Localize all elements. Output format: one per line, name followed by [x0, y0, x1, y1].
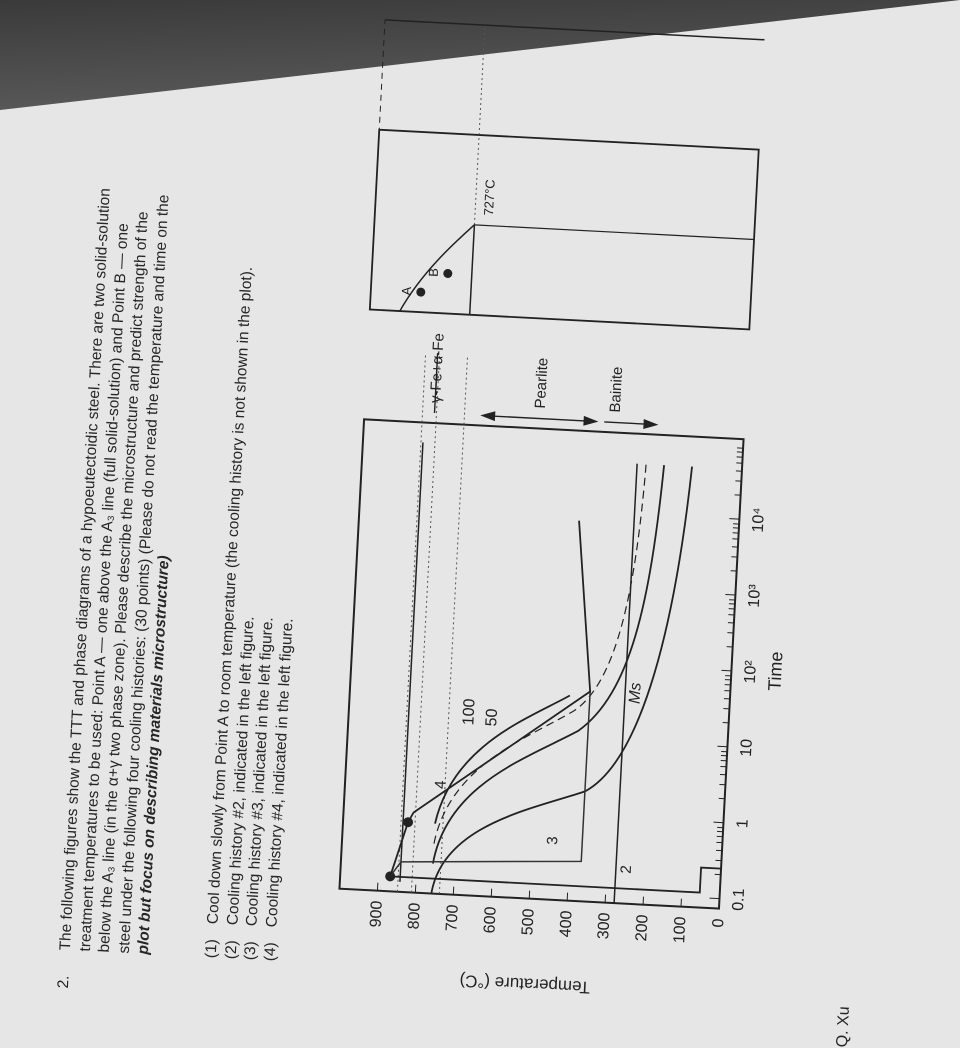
y-axis-label: Temperature (°C) — [459, 971, 590, 997]
phase-label: Bainite — [607, 366, 626, 413]
question-block: 2. The following figures show the TTT an… — [54, 0, 204, 993]
ttt-diagram: 0 100 200 300 400 500 600 700 800 900 Te… — [335, 330, 803, 1007]
point-b — [443, 269, 452, 278]
y-tick-label: 800 — [405, 902, 423, 930]
y-tick-label: 0 — [710, 918, 727, 928]
point-label: A — [399, 286, 414, 296]
y-tick-label: 600 — [481, 906, 499, 934]
y-tick-label: 100 — [671, 916, 689, 944]
question-text: The following figures show the TTT and p… — [56, 0, 204, 955]
history-label: 2 — [618, 865, 635, 874]
x-tick-label: 0.1 — [730, 888, 748, 911]
y-tick-label: 900 — [368, 900, 386, 928]
y-tick-label: 500 — [519, 908, 537, 936]
figures: 0 100 200 300 400 500 600 700 800 900 Te… — [323, 9, 875, 1034]
history-label: 4 — [432, 780, 449, 789]
x-tick-label: 1 — [734, 819, 751, 829]
pct-label: 50 — [483, 708, 501, 727]
y-ticks — [377, 883, 719, 909]
cooling-history-4: 4 — [390, 512, 599, 886]
history-label: 3 — [544, 836, 561, 845]
start-curve — [431, 454, 692, 906]
point-a — [416, 287, 425, 296]
question-number: 2. — [54, 975, 74, 989]
pct-label: 100 — [460, 698, 478, 726]
x-tick-label: 10⁴ — [750, 507, 768, 533]
fifty-pct-curve — [434, 454, 646, 854]
y-tick-label: 700 — [443, 904, 461, 932]
x-axis-label: Time — [764, 651, 786, 691]
phase-diagram: A B 727°C — [370, 20, 765, 329]
author-note: Q. Xu — [834, 1006, 854, 1048]
cooling-history-list: (1)Cool down slowly from Point A to room… — [202, 266, 316, 961]
finish-curve — [433, 454, 664, 874]
eutectoid-temp-label: 727°C — [481, 179, 498, 216]
y-tick-label: 300 — [595, 912, 613, 940]
phase-label: Pearlite — [532, 357, 552, 409]
page: { "question": { "number": "2.", "lines":… — [0, 0, 960, 961]
x-tick-label: 10 — [738, 738, 756, 757]
document-sheet: 2. The following figures show the TTT an… — [24, 0, 917, 1036]
cooling-history-2: 2 — [385, 851, 721, 898]
point-label: B — [426, 268, 441, 277]
x-tick-label: 10² — [742, 659, 760, 684]
y-tick-label: 200 — [633, 914, 651, 942]
x-tick-label: 10³ — [746, 583, 764, 608]
ms-label: Ms — [627, 682, 645, 704]
y-tick-label: 400 — [557, 910, 575, 938]
